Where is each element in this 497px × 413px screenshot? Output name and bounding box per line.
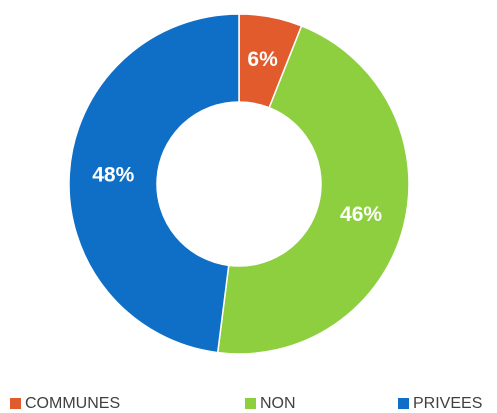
value-label: 6%	[247, 48, 278, 71]
legend-label: COMMUNES	[25, 395, 120, 412]
legend-label: NON	[260, 395, 296, 412]
value-label: 46%	[340, 203, 382, 226]
value-label: 48%	[92, 164, 134, 187]
legend-swatch	[245, 398, 256, 409]
legend-swatch	[398, 398, 409, 409]
donut-slice	[216, 24, 410, 355]
legend-label: PRIVEES	[413, 395, 482, 412]
legend-swatch	[10, 398, 21, 409]
donut-slice	[68, 13, 240, 354]
